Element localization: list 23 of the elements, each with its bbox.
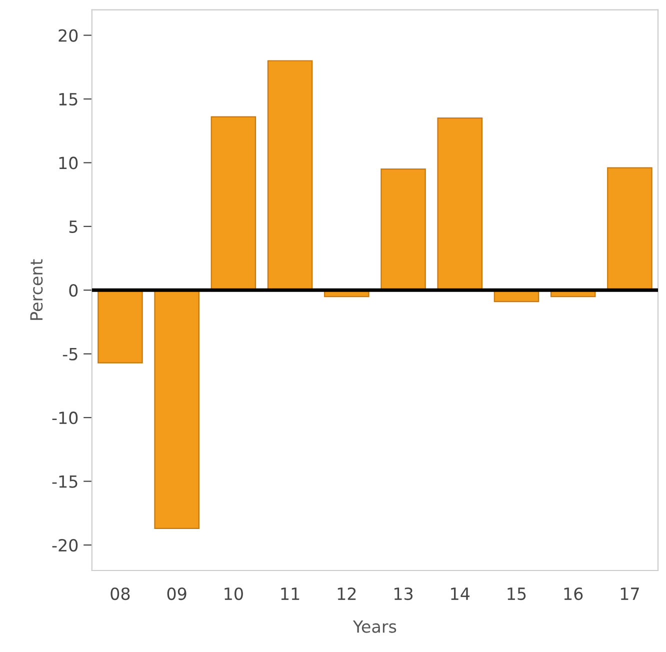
x-tick-label: 13 [394, 587, 413, 600]
bar [98, 290, 143, 364]
y-tick-label: -20 [52, 538, 78, 552]
x-tick-label: 16 [564, 587, 583, 600]
y-axis-title: Percent [30, 259, 43, 320]
x-tick-label: 12 [338, 587, 356, 600]
x-axis-title: Years [352, 620, 396, 633]
x-tick-label: 17 [620, 588, 639, 600]
x-tick-label: 14 [451, 588, 470, 600]
y-tick-label: -15 [52, 475, 78, 488]
x-tick-label: 08 [110, 587, 130, 600]
y-tick-label: -10 [52, 412, 78, 424]
y-tick-label: 15 [59, 93, 78, 106]
y-tick-label: 5 [69, 220, 78, 233]
bar [154, 290, 200, 529]
x-tick-label: 11 [281, 588, 300, 600]
x-tick-label: 09 [167, 587, 186, 600]
y-tick-label: 10 [59, 156, 78, 170]
x-tick-label: 10 [224, 587, 243, 600]
x-tick-label: 15 [508, 588, 526, 600]
y-tick-label: -5 [62, 348, 78, 360]
y-tick-label: 0 [69, 284, 78, 297]
y-tick-label: 20 [58, 29, 78, 42]
